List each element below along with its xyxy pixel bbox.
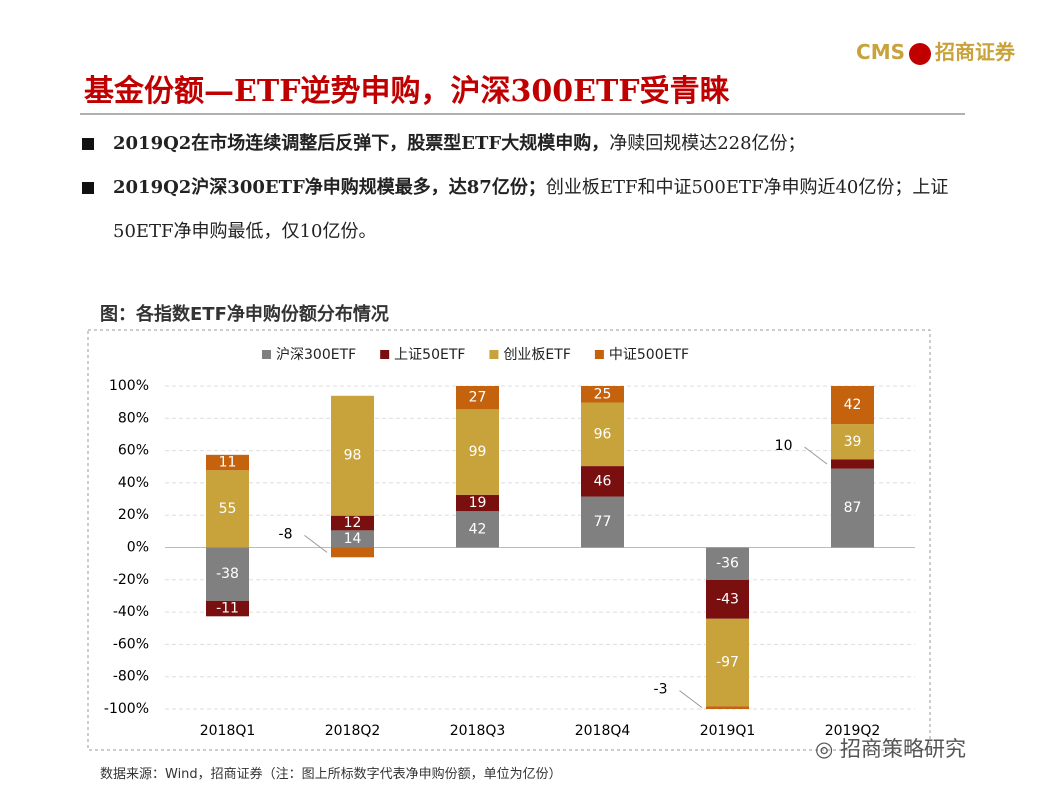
data-label: 46 [594, 473, 612, 489]
chart-title: 图：各指数ETF净申购份额分布情况 [100, 303, 389, 325]
y-tick-label: -20% [113, 572, 149, 588]
bar-segment [581, 496, 624, 548]
bullet-mark [82, 182, 94, 194]
bar-segment [206, 454, 249, 471]
data-label: 27 [469, 390, 487, 406]
bar-segment [456, 409, 499, 495]
y-tick-label: -80% [113, 669, 149, 685]
bullet-bold: 2019Q2在市场连续调整后反弹下，股票型ETF大规模申购， [113, 133, 610, 154]
leader-line [304, 534, 328, 553]
bar-segment [456, 386, 499, 410]
company-name: 招商证券 [935, 40, 1015, 64]
watermark: ◎ 招商策略研究 [815, 737, 966, 761]
logo: CMS 招商证券 [856, 36, 1015, 65]
title-rule [80, 113, 965, 115]
data-label: 96 [594, 426, 612, 442]
x-tick-label: 2019Q1 [700, 723, 756, 739]
y-tick-label: -60% [113, 636, 149, 652]
data-label: 42 [469, 521, 487, 537]
bar-segment [581, 386, 624, 403]
y-tick-label: -100% [104, 701, 149, 717]
y-tick-label: 60% [118, 443, 149, 459]
y-tick-label: -40% [113, 604, 149, 620]
bar-segment [206, 470, 249, 548]
bar-segment [331, 547, 374, 558]
legend-label: 上证50ETF [394, 347, 465, 363]
legend-swatch [594, 350, 604, 359]
bar-segment [831, 468, 874, 548]
bar-segment [831, 459, 874, 469]
data-label: 14 [344, 531, 362, 547]
data-label: 98 [344, 448, 362, 464]
bar-segment [831, 424, 874, 460]
y-tick-label: 40% [118, 475, 149, 491]
y-tick-label: 100% [109, 378, 149, 394]
y-tick-label: 0% [127, 540, 149, 556]
bullet-mark [82, 138, 94, 150]
bar-segment [706, 706, 749, 709]
data-label: -43 [716, 591, 739, 607]
x-tick-label: 2018Q2 [325, 723, 381, 739]
x-tick-label: 2018Q3 [450, 723, 506, 739]
data-label: 87 [844, 500, 862, 516]
bar-segment [331, 395, 374, 516]
x-tick-label: 2018Q1 [200, 723, 256, 739]
data-label: 39 [844, 434, 862, 450]
data-label: 11 [219, 455, 237, 471]
logo-text: CMS [856, 40, 905, 64]
data-label: 10 [775, 438, 793, 454]
legend-swatch [489, 350, 499, 359]
bar-segment [706, 547, 749, 580]
bar-segment [706, 618, 749, 707]
x-tick-label: 2019Q2 [825, 723, 881, 739]
bar-segment [456, 511, 499, 548]
bar-segment [581, 466, 624, 497]
bar-segment [331, 515, 374, 531]
data-label: 55 [219, 501, 237, 517]
leader-line [804, 446, 828, 465]
data-label: 12 [344, 515, 362, 531]
bullet-bold: 2019Q2沪深300ETF净申购规模最多，达87亿份； [113, 177, 546, 198]
bullet-text: 创业板ETF和中证500ETF净申购近40亿份；上证50ETF净申购最低，仅10… [113, 177, 949, 242]
legend-swatch [262, 350, 271, 359]
data-label: -97 [716, 655, 739, 671]
y-tick-label: 80% [118, 410, 149, 426]
bar-segment [206, 600, 249, 617]
bar-segment [831, 386, 874, 425]
bullet-text: 净赎回规模达228亿份； [609, 133, 806, 154]
data-label: 42 [844, 397, 862, 413]
y-tick-label: 20% [118, 507, 149, 523]
data-label: -3 [654, 682, 668, 698]
data-label: -11 [216, 601, 239, 617]
legend-label: 中证500ETF [609, 347, 689, 363]
data-label: -38 [216, 566, 239, 582]
chart-frame [87, 329, 931, 751]
leader-line [679, 690, 703, 709]
logo-icon [909, 42, 931, 65]
bar-segment [206, 547, 249, 601]
bar-segment [581, 402, 624, 467]
watermark-text: 招商策略研究 [840, 737, 966, 761]
bullet: 2019Q2沪深300ETF净申购规模最多，达87亿份；创业板ETF和中证500… [82, 166, 973, 254]
data-label: -36 [716, 556, 739, 572]
bar-segment [331, 530, 374, 548]
bar-segment [706, 579, 749, 619]
slide-title: 基金份额—ETF逆势申购，沪深300ETF受青睐 [84, 74, 730, 109]
legend-label: 沪深300ETF [276, 347, 356, 363]
data-label: 99 [469, 444, 487, 460]
data-label: -8 [279, 526, 293, 542]
data-label: 25 [594, 386, 612, 402]
source-note: 数据来源：Wind，招商证券（注：图上所标数字代表净申购份额，单位为亿份） [100, 767, 562, 782]
x-tick-label: 2018Q4 [575, 723, 631, 739]
bar-segment [456, 494, 499, 512]
bullet: 2019Q2在市场连续调整后反弹下，股票型ETF大规模申购，净赎回规模达228亿… [82, 122, 973, 166]
data-label: 77 [594, 514, 612, 530]
legend-label: 创业板ETF [503, 347, 570, 363]
legend-swatch [380, 350, 390, 359]
data-label: 19 [469, 495, 487, 511]
